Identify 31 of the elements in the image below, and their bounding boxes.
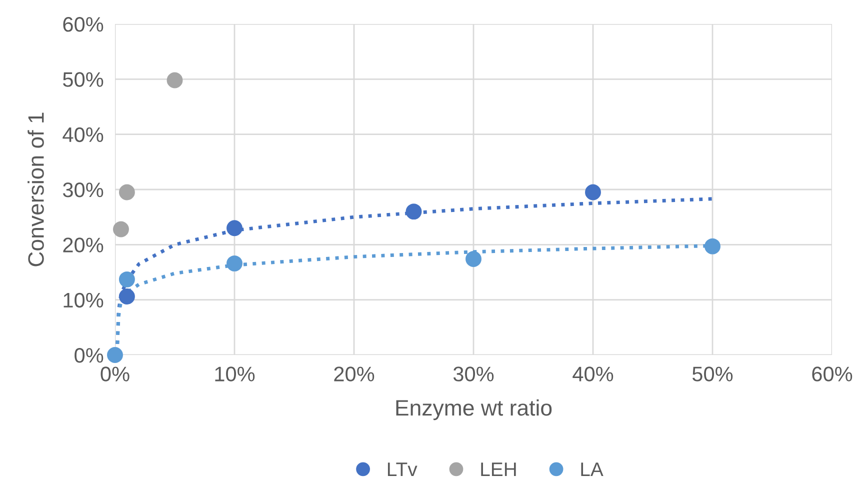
y-tick-label: 40%	[62, 127, 104, 142]
point	[118, 184, 135, 200]
x-tick-label: 30%	[453, 366, 494, 382]
point	[107, 347, 123, 363]
point	[466, 251, 482, 267]
x-tick-label: 0%	[100, 366, 130, 382]
point	[226, 220, 242, 236]
legend-label: LTv	[388, 462, 418, 476]
x-tick-label: 50%	[692, 366, 733, 382]
x-tick-label: 60%	[812, 366, 852, 382]
point	[585, 184, 601, 200]
y-axis-title: Conversion of 1	[28, 112, 44, 266]
x-axis-title: Enzyme wt ratio	[396, 399, 552, 420]
y-tick-label: 0%	[74, 348, 104, 363]
point	[406, 204, 422, 220]
point	[704, 238, 720, 254]
y-tick-label: 60%	[63, 17, 104, 32]
point	[166, 72, 183, 88]
x-tick-label: 10%	[215, 366, 255, 382]
x-tick-label: 40%	[572, 366, 614, 382]
y-tick-label: 10%	[64, 292, 104, 308]
y-tick-label: 20%	[63, 238, 104, 252]
point	[112, 221, 129, 238]
y-tick-label: 50%	[63, 72, 104, 87]
point	[118, 271, 135, 288]
legend-label: LA	[581, 462, 604, 476]
point	[226, 255, 242, 272]
y-tick-label: 30%	[62, 182, 104, 198]
point	[118, 288, 135, 304]
legend-label: LEH	[481, 462, 516, 476]
x-tick-label: 20%	[334, 366, 374, 382]
